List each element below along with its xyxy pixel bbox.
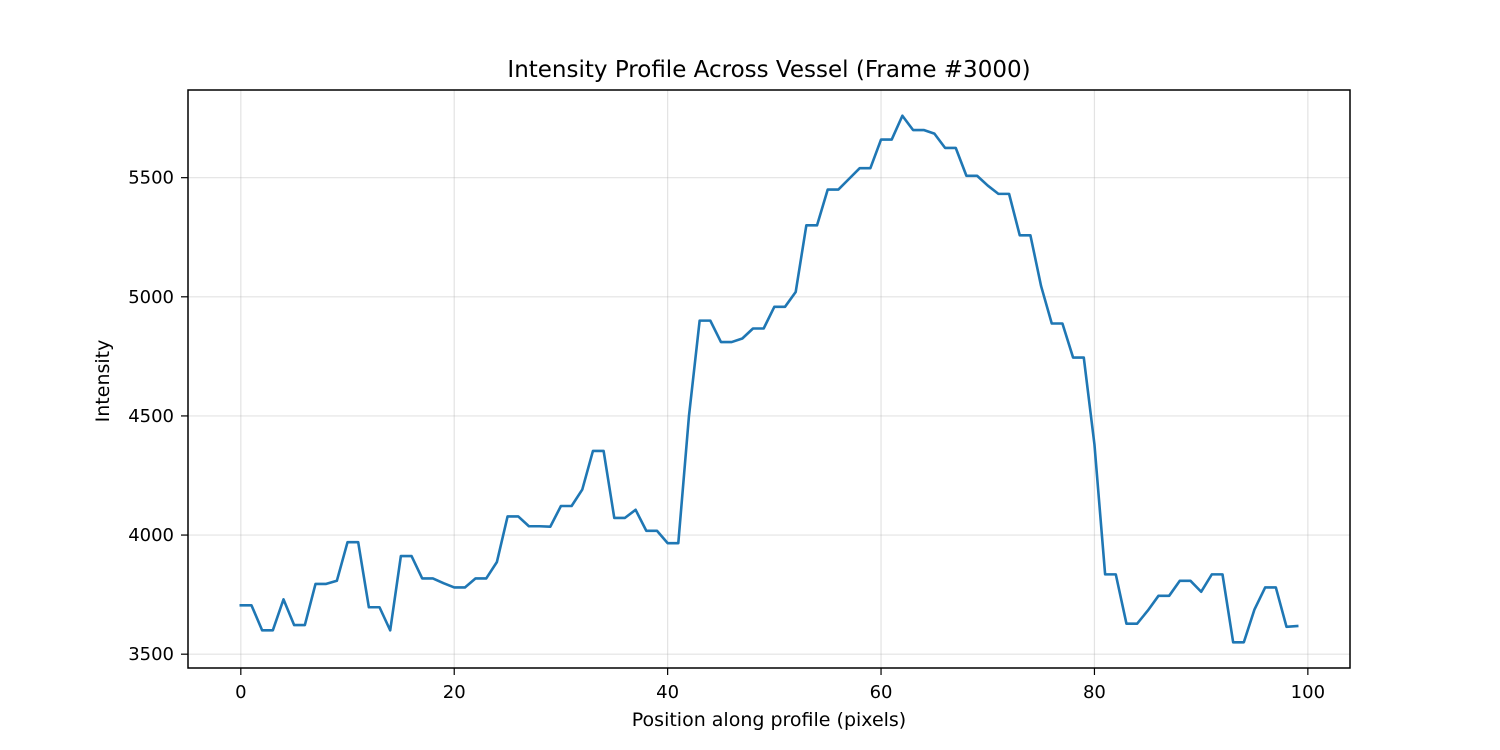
grid-lines bbox=[188, 90, 1350, 668]
x-tick-label: 40 bbox=[656, 682, 679, 703]
chart-title: Intensity Profile Across Vessel (Frame #… bbox=[507, 57, 1030, 83]
y-tick-label: 4500 bbox=[128, 406, 174, 427]
y-tick-label: 5000 bbox=[128, 287, 174, 308]
y-tick-label: 5500 bbox=[128, 168, 174, 189]
plot-frame bbox=[187, 89, 1351, 669]
y-tick-label: 4000 bbox=[128, 525, 174, 546]
x-tick-label: 100 bbox=[1291, 682, 1325, 703]
x-tick-label: 60 bbox=[870, 682, 893, 703]
x-tick-label: 20 bbox=[443, 682, 466, 703]
series-line bbox=[239, 114, 1299, 644]
y-axis-label: Intensity bbox=[92, 340, 114, 423]
y-tick-label: 3500 bbox=[128, 644, 174, 665]
x-tick-label: 0 bbox=[235, 682, 246, 703]
series-layer bbox=[239, 114, 1299, 644]
tick-layer: 0 20 40 60 80 100 3500 4000 4500 5000 5500 bbox=[128, 168, 1325, 703]
x-axis-label: Position along profile (pixels) bbox=[632, 709, 906, 731]
x-tick-label: 80 bbox=[1083, 682, 1106, 703]
